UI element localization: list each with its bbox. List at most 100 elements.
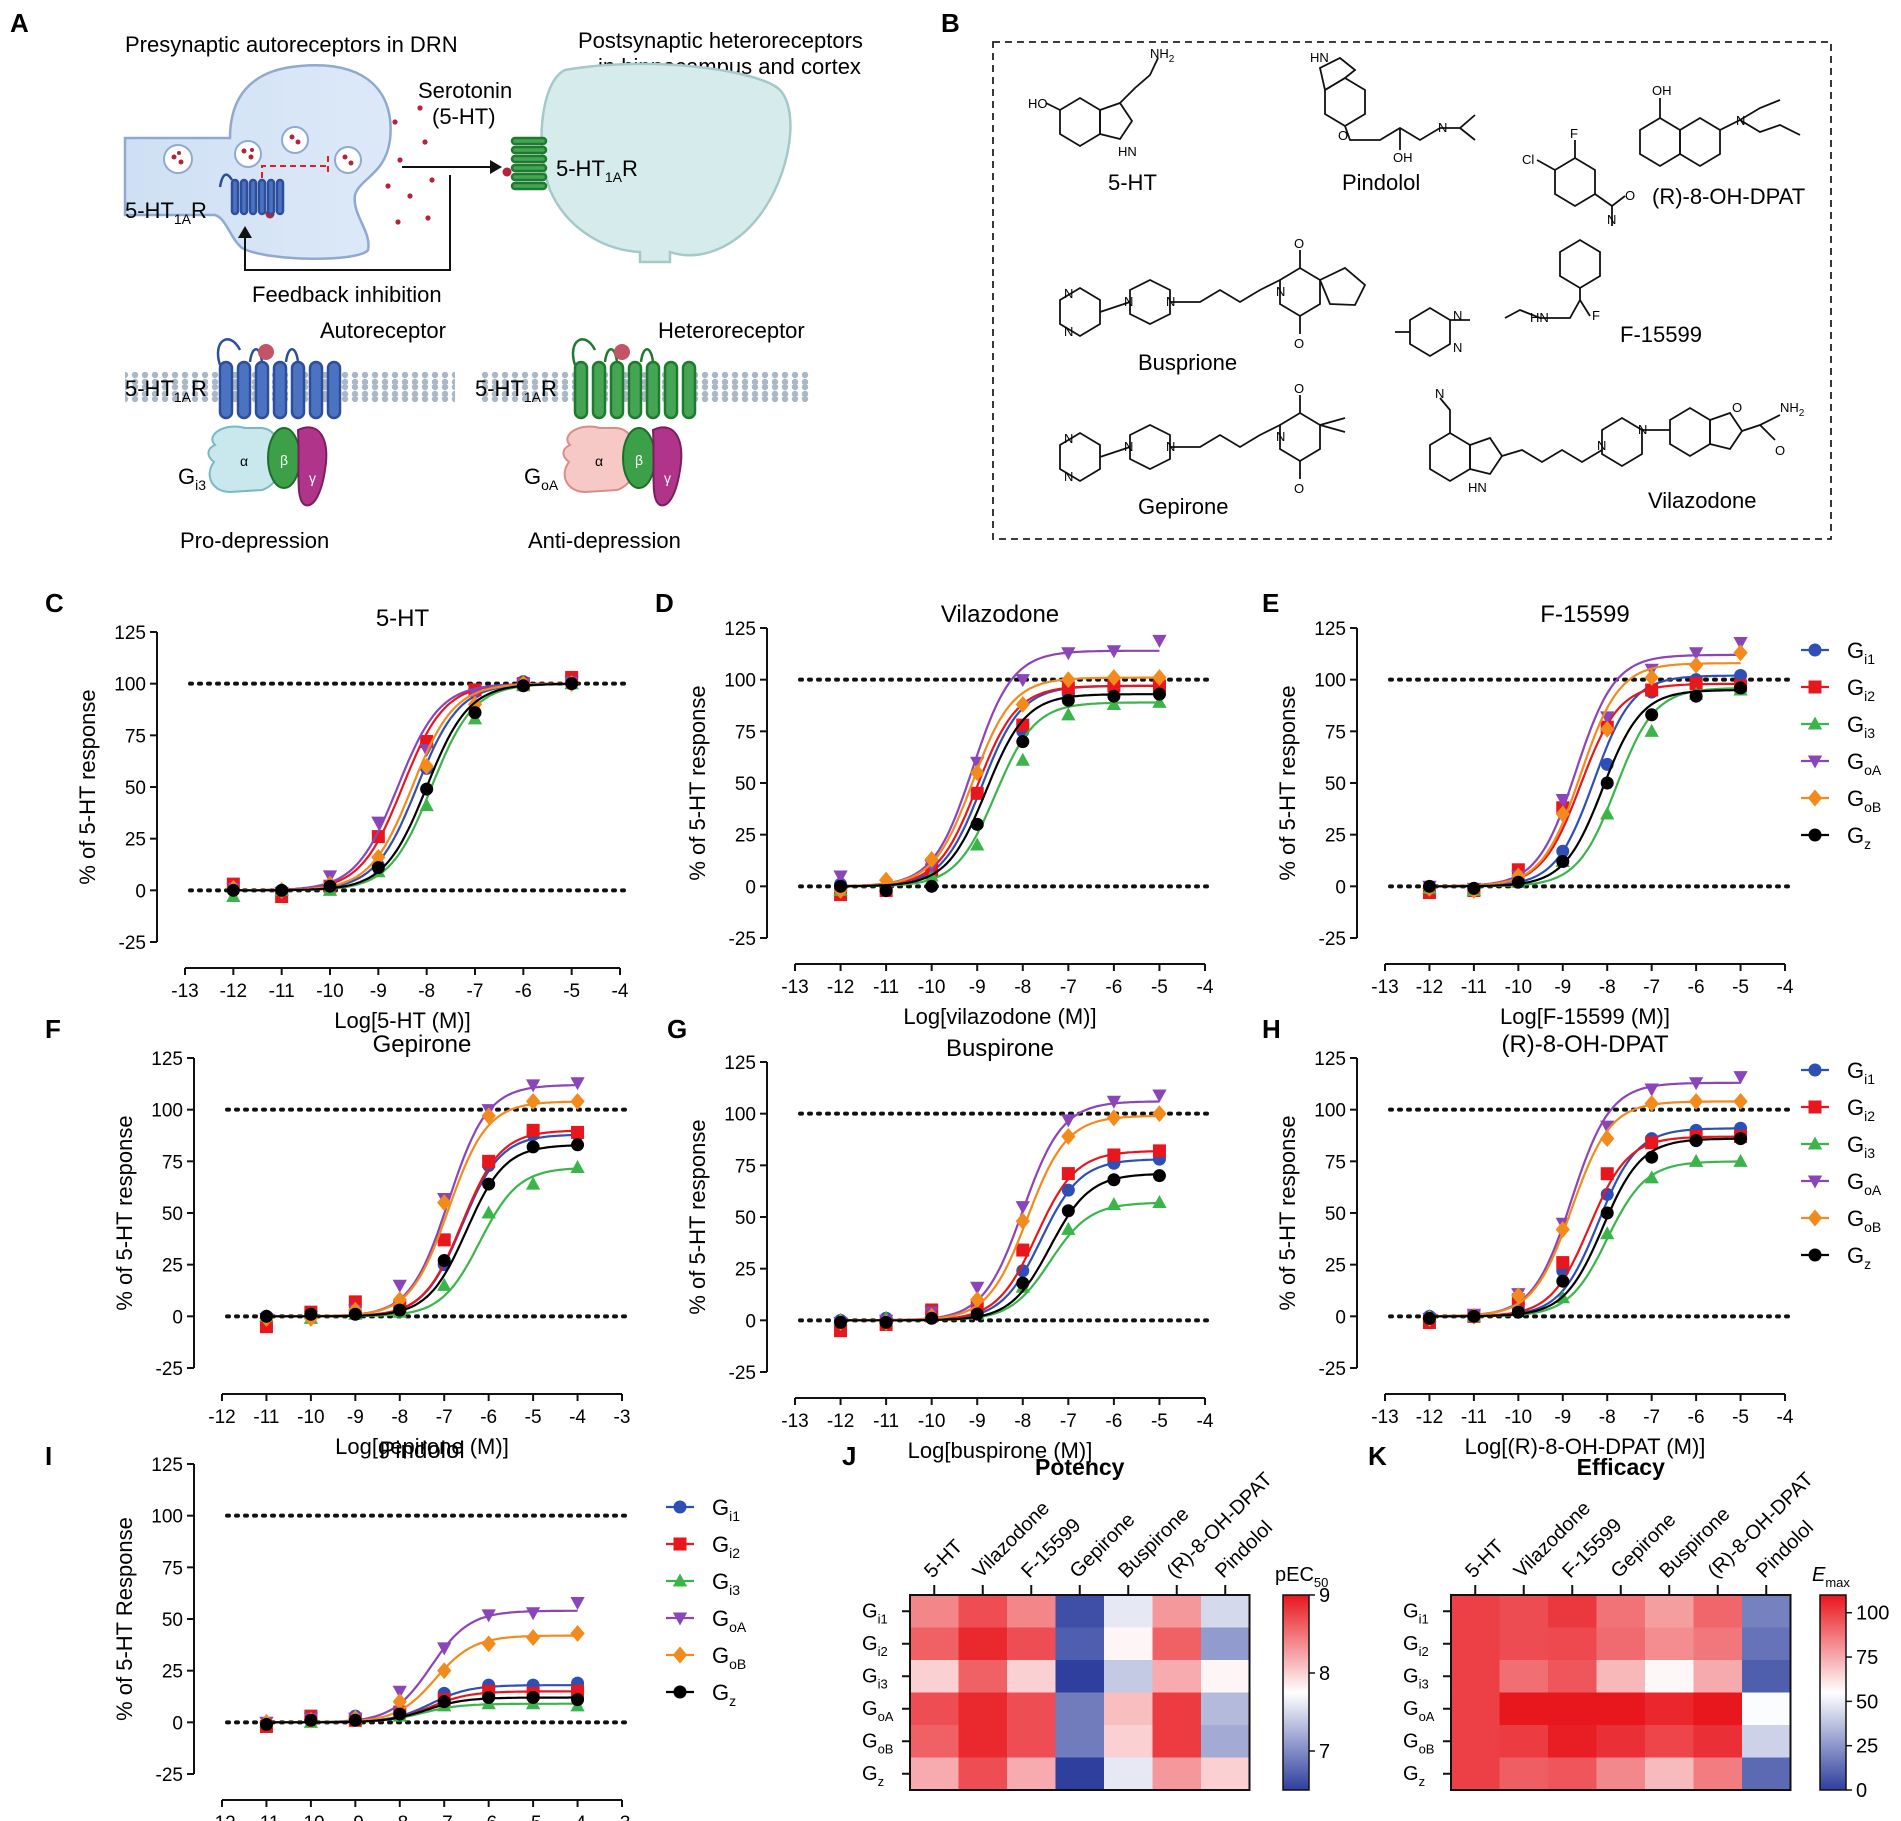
data-point-GoB bbox=[525, 1092, 541, 1110]
heatmap-cell bbox=[1645, 1692, 1694, 1726]
legend-label-Gz: Gz bbox=[1847, 823, 1871, 852]
x-tick-label: -4 bbox=[1777, 977, 1794, 998]
heatmap-cell bbox=[1742, 1627, 1791, 1661]
legend-main: G bbox=[712, 1643, 729, 1668]
heatmap-cell bbox=[1007, 1627, 1056, 1661]
svg-text:HN: HN bbox=[1310, 50, 1329, 65]
heatmap-cell bbox=[1548, 1627, 1597, 1661]
y-tick-label: -25 bbox=[729, 1363, 756, 1384]
heatmap-cell bbox=[1152, 1660, 1202, 1693]
x-tick-label: -9 bbox=[969, 1411, 986, 1432]
y-tick-label: 125 bbox=[724, 619, 756, 640]
fit-curve-Gi2 bbox=[266, 1129, 578, 1318]
row-sub: i2 bbox=[878, 1644, 888, 1659]
data-point-Gz bbox=[1734, 681, 1748, 695]
heatmap-cell bbox=[1201, 1725, 1250, 1758]
data-point-GoA bbox=[1600, 1120, 1615, 1134]
compound-dpat: (R)-8-OH-DPAT bbox=[1652, 184, 1805, 209]
row-main: G bbox=[862, 1665, 878, 1687]
x-tick-label: -4 bbox=[612, 981, 629, 1002]
data-point-Gz bbox=[393, 1303, 407, 1317]
legend-sub: oA bbox=[1864, 762, 1882, 778]
fit-curve-Gz bbox=[266, 1144, 578, 1318]
data-point-Gz bbox=[1645, 708, 1659, 722]
data-point-Gz bbox=[437, 1254, 451, 1268]
svg-text:5-HT1AR: 5-HT1AR bbox=[125, 198, 207, 227]
x-tick-label: -12 bbox=[220, 981, 247, 1002]
y-tick-label: 75 bbox=[162, 1558, 183, 1579]
panel-b-structures: HO NH2 HN HN O OH N OH N F Cl O N F HN N… bbox=[992, 41, 1832, 540]
row-label: Gi3 bbox=[862, 1665, 888, 1691]
heatmap-cell bbox=[910, 1627, 959, 1661]
y-tick-label: 100 bbox=[724, 671, 756, 692]
legend-main: G bbox=[1847, 823, 1864, 848]
row-label: Gz bbox=[862, 1763, 884, 1789]
data-point-Gi2 bbox=[571, 1125, 585, 1139]
svg-text:O: O bbox=[1294, 381, 1304, 396]
data-point-Gz bbox=[571, 1138, 585, 1152]
legend-label-Gi3: Gi3 bbox=[1847, 1132, 1875, 1161]
svg-text:Gi3: Gi3 bbox=[178, 464, 206, 493]
fit-curve-GoB bbox=[840, 676, 1160, 888]
heatmap-cell bbox=[1645, 1660, 1694, 1693]
x-tick-label: -9 bbox=[969, 977, 986, 998]
y-tick-label: 100 bbox=[1314, 671, 1346, 692]
heatmap-cell bbox=[1055, 1757, 1105, 1791]
legend-marker-GoA bbox=[672, 1612, 688, 1626]
anti-depression-label: Anti-depression bbox=[528, 528, 681, 553]
legend-sub: oB bbox=[1864, 799, 1881, 815]
y-tick-label: 25 bbox=[162, 1662, 183, 1683]
legend-marker-GoB bbox=[1807, 789, 1823, 807]
x-tick-label: -4 bbox=[1197, 977, 1214, 998]
y-tick-label: 125 bbox=[151, 1455, 183, 1476]
heatmap-cell bbox=[1152, 1725, 1202, 1758]
svg-text:N: N bbox=[1064, 469, 1073, 484]
x-tick-label: -11 bbox=[1461, 977, 1487, 998]
x-tick-label: -13 bbox=[1371, 977, 1398, 998]
heatmap-cell bbox=[1451, 1595, 1500, 1628]
data-point-Gi3 bbox=[970, 837, 985, 851]
legend-label-GoB: GoB bbox=[1847, 1206, 1881, 1235]
legend-sub: i1 bbox=[1864, 651, 1875, 667]
heatmap-cell bbox=[1451, 1627, 1500, 1661]
x-tick-label: -4 bbox=[1777, 1407, 1794, 1428]
data-point-GoB bbox=[1644, 1095, 1659, 1112]
legend-marker-Gz bbox=[673, 1685, 687, 1699]
data-point-Gz bbox=[925, 879, 939, 893]
data-point-Gz bbox=[1422, 1311, 1436, 1325]
row-main: G bbox=[1403, 1763, 1419, 1785]
compound-5ht: 5-HT bbox=[1108, 170, 1157, 195]
legend-main: G bbox=[1847, 1169, 1864, 1194]
y-tick-label: 75 bbox=[1325, 722, 1346, 743]
legend-sub: i1 bbox=[729, 1508, 740, 1524]
legend-label-Gz: Gz bbox=[1847, 1243, 1871, 1272]
data-point-Gi2 bbox=[1061, 1167, 1075, 1181]
colorbar-title-main: E bbox=[1812, 1564, 1826, 1586]
data-point-Gi2 bbox=[1645, 683, 1659, 697]
data-point-Gz bbox=[1689, 689, 1703, 703]
data-point-Gz bbox=[1689, 1134, 1703, 1148]
legend-marker-Gi2 bbox=[1808, 1100, 1822, 1114]
fit-curve-Gz bbox=[1429, 689, 1741, 888]
data-point-Gi3 bbox=[1733, 1153, 1748, 1167]
serotonin-dots bbox=[171, 105, 512, 225]
x-tick-label: -8 bbox=[418, 981, 435, 1002]
release-arrow-head bbox=[490, 160, 502, 174]
y-tick-label: 0 bbox=[172, 1713, 183, 1734]
heatmap-cell bbox=[1104, 1692, 1153, 1726]
y-tick-label: 0 bbox=[745, 877, 756, 898]
data-point-Gz bbox=[1016, 735, 1030, 749]
data-point-Gz bbox=[420, 782, 434, 796]
y-tick-label: 100 bbox=[1314, 1101, 1346, 1122]
svg-text:GoA: GoA bbox=[524, 464, 559, 493]
chart-d: -25 0 25 50 75 100 125 -13 -12 -11 -10 -9 -8 -7 -6 -5 -4… bbox=[685, 601, 1215, 1029]
heatmap-cell bbox=[1742, 1660, 1791, 1693]
data-point-GoB bbox=[1152, 1105, 1167, 1123]
data-point-GoB bbox=[481, 1635, 496, 1653]
y-axis-label: % of 5-HT response bbox=[1275, 685, 1300, 880]
chemical-bonds bbox=[1045, 56, 1801, 483]
heatmap-cell bbox=[1104, 1757, 1153, 1791]
chart-title: Buspirone bbox=[946, 1035, 1054, 1062]
autoreceptor-label: Autoreceptor bbox=[320, 318, 446, 343]
